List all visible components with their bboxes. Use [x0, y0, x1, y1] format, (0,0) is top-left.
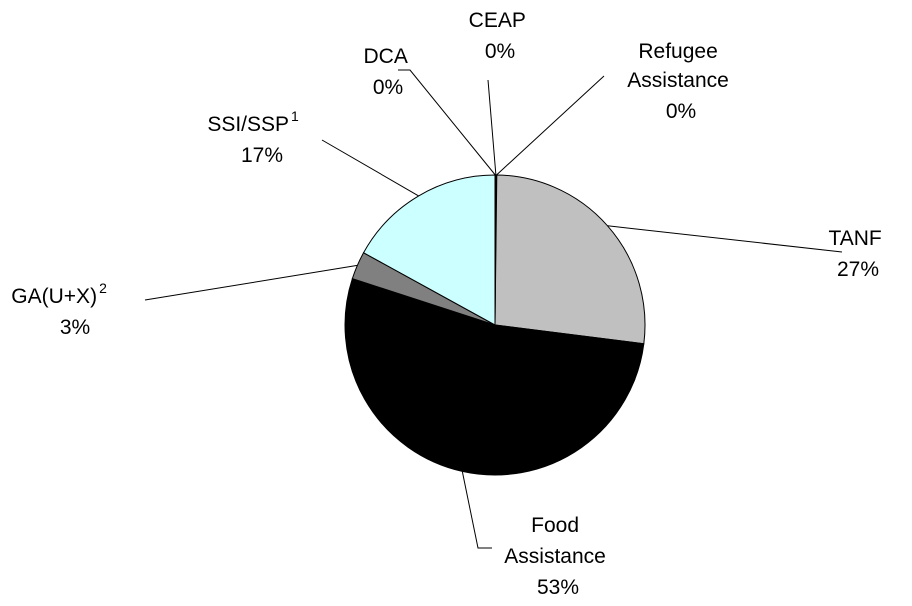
label-refugee-assistance: Refugee Assistance 0% — [627, 40, 734, 123]
pie-slice-food-assistance — [344, 278, 645, 476]
pie-slices — [344, 174, 646, 476]
label-food-assistance-name-1: Food — [531, 514, 579, 537]
label-ssi-ssp: SSI/SSP 1 17% — [207, 103, 304, 167]
leader-line-ga-u-x — [144, 264, 358, 301]
label-ceap-value: 0% — [485, 40, 515, 63]
label-ceap: CEAP 0% — [469, 9, 532, 63]
label-ceap-name: CEAP — [469, 9, 526, 32]
label-dca-name: DCA — [363, 45, 407, 68]
leader-line-ssi-ssp — [321, 139, 419, 197]
label-tanf-value: 27% — [837, 258, 879, 281]
label-ga-value: 3% — [60, 316, 90, 339]
label-ga-superscript: 2 — [99, 280, 107, 296]
label-ga-name: GA(U+X) — [11, 285, 97, 308]
leader-line-food-assistance — [461, 471, 492, 549]
label-food-assistance: Food Assistance 53% — [504, 514, 611, 599]
label-food-assistance-value: 53% — [537, 576, 579, 599]
label-ssi-ssp-value: 17% — [241, 144, 283, 167]
label-refugee-assistance-value: 0% — [666, 100, 696, 123]
label-tanf: TANF 27% — [828, 227, 887, 281]
label-food-assistance-name-2: Assistance — [504, 545, 606, 568]
label-ga: GA(U+X) 2 3% — [11, 275, 112, 339]
leader-line-tanf — [607, 225, 843, 253]
leader-lines — [144, 69, 843, 549]
label-ssi-ssp-name: SSI/SSP — [207, 113, 289, 136]
pie-slice-tanf — [494, 174, 646, 345]
label-dca: DCA 0% — [363, 45, 412, 99]
leader-line-ceap — [487, 79, 497, 176]
label-dca-value: 0% — [373, 76, 403, 99]
label-refugee-assistance-name-2: Assistance — [627, 69, 729, 92]
pie-slice-ssi-ssp — [362, 174, 496, 326]
label-tanf-name: TANF — [828, 227, 881, 250]
leader-line-dca — [398, 69, 496, 176]
label-refugee-assistance-name-1: Refugee — [638, 40, 717, 63]
leader-line-refugee-assistance — [496, 75, 605, 176]
label-ssi-ssp-superscript: 1 — [291, 108, 299, 124]
